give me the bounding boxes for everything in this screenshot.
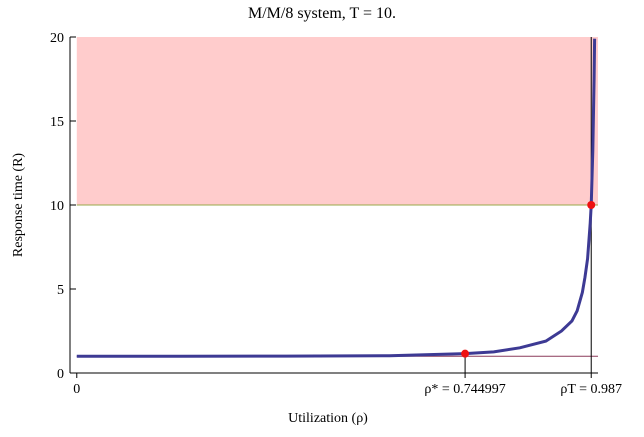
x-tick-label: ρT = 0.987 bbox=[560, 382, 622, 397]
y-tick-label: 15 bbox=[50, 115, 64, 130]
y-tick-label: 20 bbox=[50, 31, 64, 46]
chart-title: M/M/8 system, T = 10. bbox=[248, 5, 396, 22]
point bbox=[461, 349, 470, 358]
x-tick-label: ρ* = 0.744997 bbox=[424, 382, 505, 397]
x-axis-label: Utilization (ρ) bbox=[288, 411, 368, 426]
y-tick-label: 10 bbox=[50, 199, 64, 214]
y-axis-label: Response time (R) bbox=[11, 153, 26, 258]
x-tick-label: 0 bbox=[73, 382, 80, 397]
point bbox=[587, 201, 596, 209]
y-tick-label: 5 bbox=[57, 283, 64, 298]
region bbox=[76, 37, 599, 205]
y-tick-label: 0 bbox=[57, 367, 64, 382]
